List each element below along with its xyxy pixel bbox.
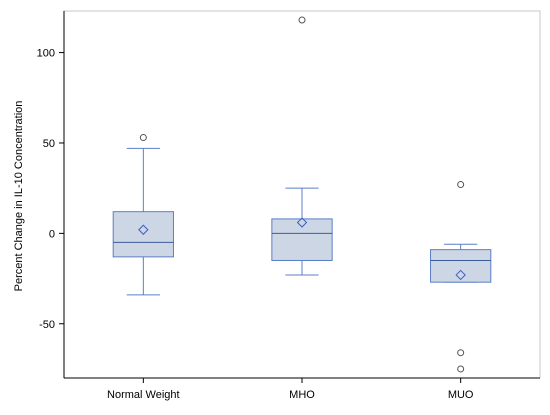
- x-tick-label: MUO: [448, 389, 474, 401]
- outlier-point: [139, 134, 147, 142]
- x-axis: Normal Weight MHO MUO: [64, 377, 540, 401]
- outlier-point: [298, 16, 306, 24]
- x-tick-label: Normal Weight: [107, 389, 180, 401]
- outlier-point: [457, 365, 465, 373]
- iqr-box: [430, 249, 492, 283]
- iqr-box: [271, 218, 333, 261]
- x-tick-label: MHO: [289, 389, 315, 401]
- box-plots: [112, 16, 492, 373]
- mean-marker: [138, 224, 149, 235]
- outlier-point: [457, 181, 465, 189]
- y-tick-label: 100: [37, 48, 55, 60]
- y-tick-label: -50: [39, 319, 55, 331]
- y-tick-label: 0: [49, 228, 55, 240]
- box-group: [430, 181, 492, 373]
- box-group: [271, 16, 333, 276]
- mean-marker: [455, 269, 466, 281]
- box-group: [112, 134, 174, 296]
- y-axis-title: Percent Change in IL-10 Concentration: [13, 101, 25, 292]
- mean-marker: [296, 217, 308, 228]
- y-axis: -50 0 50 100: [37, 11, 65, 378]
- y-tick-label: 50: [43, 138, 55, 150]
- outlier-point: [457, 349, 465, 357]
